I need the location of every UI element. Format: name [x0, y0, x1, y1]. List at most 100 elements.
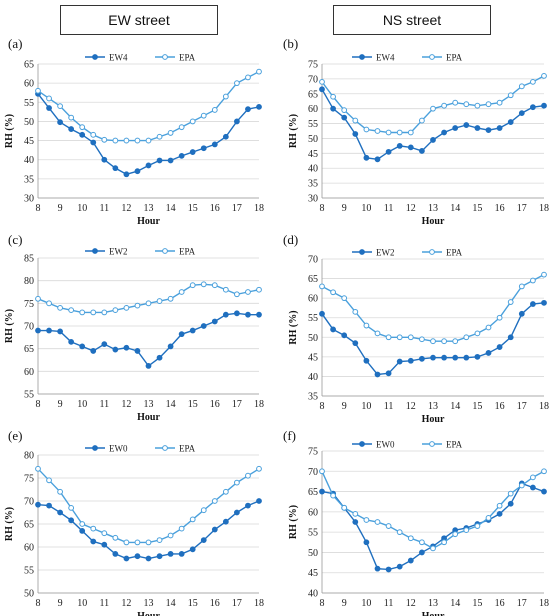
data-point-ew2: [396, 358, 403, 365]
panel-label: (b): [283, 36, 298, 51]
legend-marker: [92, 248, 98, 254]
data-point-ew2: [234, 310, 240, 317]
x-tick-label: 12: [121, 399, 131, 410]
data-point-epa: [156, 537, 163, 543]
x-tick-label: 11: [384, 401, 394, 412]
data-point-ew4: [46, 105, 52, 111]
data-point-ew2: [112, 346, 119, 353]
x-tick-label: 15: [188, 598, 198, 609]
data-point-epa: [200, 281, 207, 288]
data-point-ew2: [134, 348, 141, 354]
y-tick-label: 40: [308, 164, 318, 175]
data-point-ew4: [352, 131, 359, 137]
x-tick-label: 18: [539, 203, 549, 214]
data-point-ew2: [245, 311, 251, 318]
data-point-epa: [518, 283, 525, 290]
data-point-epa: [374, 128, 381, 134]
x-tick-label: 16: [210, 598, 220, 609]
data-point-ew2: [222, 311, 229, 318]
data-point-epa: [430, 338, 436, 345]
data-point-ew4: [156, 157, 163, 164]
data-point-epa: [123, 137, 130, 144]
legend-label: EPA: [446, 440, 463, 450]
y-axis-title: RH (%): [4, 309, 15, 343]
legend-marker: [162, 445, 168, 451]
x-tick-label: 13: [428, 598, 438, 609]
y-tick-label: 50: [308, 548, 318, 559]
data-point-epa: [46, 300, 52, 307]
data-point-epa: [407, 334, 414, 341]
x-tick-label: 18: [254, 598, 264, 609]
data-point-ew4: [112, 165, 119, 172]
x-tick-label: 12: [121, 598, 131, 609]
x-tick-label: 17: [232, 203, 242, 214]
data-point-ew2: [90, 348, 97, 354]
x-axis-title: Hour: [422, 216, 445, 227]
data-point-ew4: [245, 106, 251, 113]
x-tick-label: 14: [166, 399, 176, 410]
x-tick-label: 14: [166, 598, 176, 609]
data-point-epa: [134, 302, 141, 309]
x-tick-label: 18: [254, 399, 264, 410]
data-point-ew0: [156, 553, 163, 560]
legend-marker: [359, 249, 365, 255]
data-point-epa: [496, 502, 503, 509]
y-tick-label: 60: [24, 79, 34, 90]
data-point-epa: [463, 101, 470, 108]
x-tick-label: 15: [472, 203, 482, 214]
legend-label: EPA: [179, 444, 196, 454]
y-tick-label: 65: [308, 89, 318, 100]
data-point-epa: [256, 465, 262, 472]
data-point-ew4: [167, 157, 174, 164]
data-point-epa: [101, 136, 108, 143]
data-point-epa: [234, 291, 240, 298]
x-tick-label: 9: [58, 203, 63, 214]
data-point-epa: [363, 322, 370, 329]
data-point-ew2: [541, 299, 547, 306]
data-point-epa: [507, 299, 514, 305]
legend-marker: [359, 441, 365, 447]
chart-panel-a: (a) 30 35 40 45 50 55 60 65 8 9 10 11 12 13 14 15 16 17 18 H…: [4, 36, 264, 227]
data-point-epa: [518, 83, 525, 90]
data-point-epa: [112, 137, 119, 144]
data-point-epa: [79, 309, 86, 316]
x-tick-label: 16: [210, 203, 220, 214]
data-point-epa: [407, 535, 414, 542]
data-point-ew0: [385, 566, 392, 573]
data-point-ew2: [419, 355, 425, 362]
data-point-ew2: [200, 323, 207, 329]
x-tick-label: 8: [36, 399, 41, 410]
data-point-epa: [256, 68, 262, 75]
y-tick-label: 70: [308, 74, 318, 85]
y-tick-label: 65: [308, 487, 318, 498]
data-point-ew2: [79, 343, 86, 350]
x-tick-label: 10: [361, 401, 371, 412]
data-point-ew0: [319, 488, 325, 495]
data-point-ew4: [541, 102, 547, 109]
data-point-epa: [441, 102, 448, 109]
data-point-ew0: [90, 538, 97, 545]
data-point-epa: [245, 74, 251, 81]
data-point-ew0: [363, 539, 370, 546]
x-tick-label: 17: [232, 399, 242, 410]
legend-marker: [429, 54, 435, 60]
data-point-epa: [330, 492, 337, 499]
data-point-epa: [352, 117, 359, 124]
y-tick-label: 70: [308, 467, 318, 478]
data-point-epa: [189, 516, 196, 523]
y-tick-label: 30: [24, 194, 34, 205]
data-point-ew4: [123, 171, 130, 178]
data-point-ew4: [319, 86, 325, 93]
data-point-epa: [441, 338, 448, 345]
y-tick-label: 75: [24, 474, 34, 485]
data-point-epa: [178, 525, 185, 532]
data-point-epa: [101, 530, 108, 537]
data-point-epa: [430, 105, 436, 112]
data-point-epa: [341, 107, 348, 114]
data-point-epa: [35, 295, 41, 302]
legend-label: EW2: [376, 248, 395, 258]
legend-marker: [162, 54, 168, 60]
x-tick-label: 18: [539, 598, 549, 609]
data-point-ew0: [178, 551, 185, 557]
legend-label: EW2: [109, 247, 128, 257]
